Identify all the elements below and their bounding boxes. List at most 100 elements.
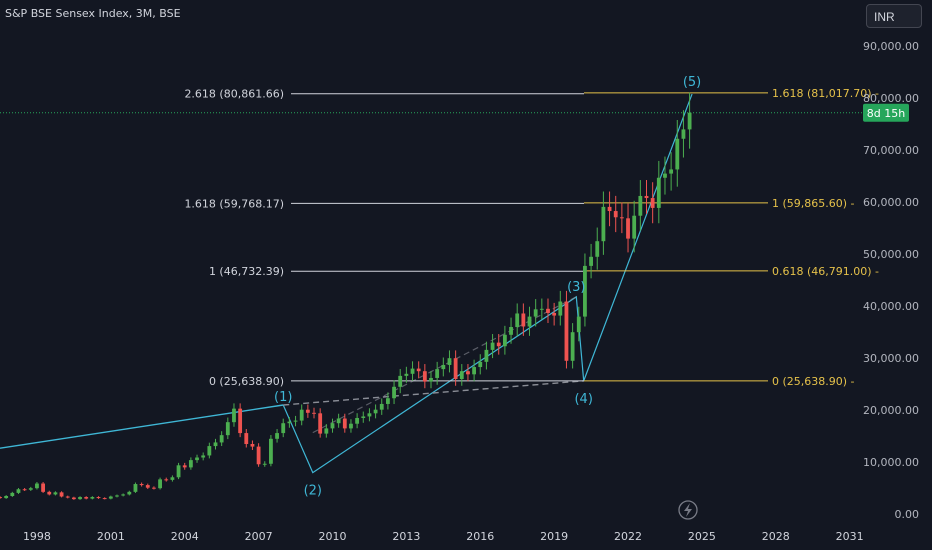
candle <box>115 494 119 498</box>
candle-body <box>287 421 292 424</box>
candle <box>650 182 655 224</box>
candle-body <box>324 428 329 434</box>
candle <box>53 491 58 496</box>
candle-body <box>152 487 156 489</box>
candle <box>287 417 292 428</box>
candle <box>583 253 587 327</box>
candle-body <box>299 409 304 421</box>
candle <box>644 180 649 214</box>
candle <box>595 227 600 270</box>
candle <box>10 491 15 497</box>
candle <box>275 429 279 443</box>
candle <box>145 483 150 490</box>
candle-body <box>546 308 550 313</box>
candle-body <box>355 418 360 424</box>
candle-body <box>349 423 353 429</box>
candle <box>35 481 39 490</box>
candle-body <box>404 373 409 376</box>
y-tick-label: 20,000.00 <box>863 404 919 417</box>
candle-body <box>459 371 464 379</box>
candle <box>416 361 421 379</box>
candle <box>558 290 563 326</box>
candle-body <box>527 316 532 327</box>
fib-right-label: 1 (59,865.60) - <box>772 197 855 210</box>
candle <box>539 298 544 320</box>
candle-body <box>490 342 495 350</box>
candle-body <box>484 349 489 362</box>
candle-body <box>201 455 206 458</box>
candle <box>385 392 390 410</box>
candle-body <box>570 332 575 361</box>
candle <box>484 341 489 370</box>
candle-body <box>281 423 286 434</box>
candle <box>152 486 156 490</box>
candle <box>207 442 212 459</box>
candle-body <box>422 371 427 382</box>
candle-body <box>195 457 199 461</box>
candle-body <box>435 369 440 378</box>
candle-body <box>65 496 70 498</box>
candle <box>65 495 70 499</box>
candle <box>22 487 27 491</box>
candle <box>663 156 667 195</box>
candle-body <box>115 495 119 497</box>
candle <box>392 380 396 405</box>
price-badge-label: 8d 15h <box>867 107 905 120</box>
candle-body <box>681 129 686 139</box>
y-tick-label: 90,000.00 <box>863 40 919 53</box>
candle <box>225 417 230 440</box>
price-badge-bg <box>863 103 909 122</box>
candle-body <box>361 416 366 418</box>
candle-body <box>502 334 507 347</box>
candle-body <box>453 358 458 379</box>
candle <box>681 110 686 158</box>
candle <box>164 477 169 482</box>
candle-body <box>650 198 655 208</box>
candle-body <box>675 138 680 170</box>
candle-body <box>262 463 267 465</box>
candle <box>613 195 618 233</box>
candle-body <box>669 169 674 174</box>
candle <box>361 411 366 423</box>
candle-body <box>16 489 21 493</box>
y-tick-label: 10,000.00 <box>863 456 919 469</box>
candle-body <box>121 494 126 496</box>
candle <box>404 366 409 383</box>
candle-body <box>78 497 82 500</box>
candle <box>219 431 224 447</box>
candle-body <box>35 483 39 489</box>
candle-body <box>232 408 236 423</box>
candle <box>0 496 2 499</box>
candle <box>299 404 304 426</box>
candle-body <box>207 446 212 456</box>
fib-right-label: 0 (25,638.90) - <box>772 375 855 388</box>
x-tick-label: 2004 <box>171 530 199 543</box>
candle-body <box>367 413 372 417</box>
lightning-icon[interactable] <box>678 500 698 520</box>
candle-body <box>47 491 52 495</box>
currency-selector[interactable]: INR <box>866 4 922 28</box>
candle-body <box>22 489 27 491</box>
x-tick-label: 2010 <box>318 530 346 543</box>
candle <box>490 334 495 359</box>
candle <box>509 317 513 344</box>
candle-body <box>466 371 470 375</box>
candle <box>244 429 249 448</box>
fib-left-label: 0 (25,638.90) <box>209 375 284 388</box>
x-tick-label: 2016 <box>466 530 494 543</box>
candle <box>47 490 52 496</box>
candle <box>28 486 33 491</box>
candle-body <box>238 408 243 434</box>
wave-lines <box>0 93 693 474</box>
candle-body <box>663 173 667 178</box>
trend-line <box>0 404 284 449</box>
candle-body <box>533 309 538 317</box>
candle-body <box>213 442 218 447</box>
candle-body <box>139 484 144 486</box>
y-tick-label: 40,000.00 <box>863 300 919 313</box>
candle <box>502 325 507 355</box>
y-tick-label: 60,000.00 <box>863 196 919 209</box>
candle-body <box>472 367 477 375</box>
candle <box>687 92 692 149</box>
